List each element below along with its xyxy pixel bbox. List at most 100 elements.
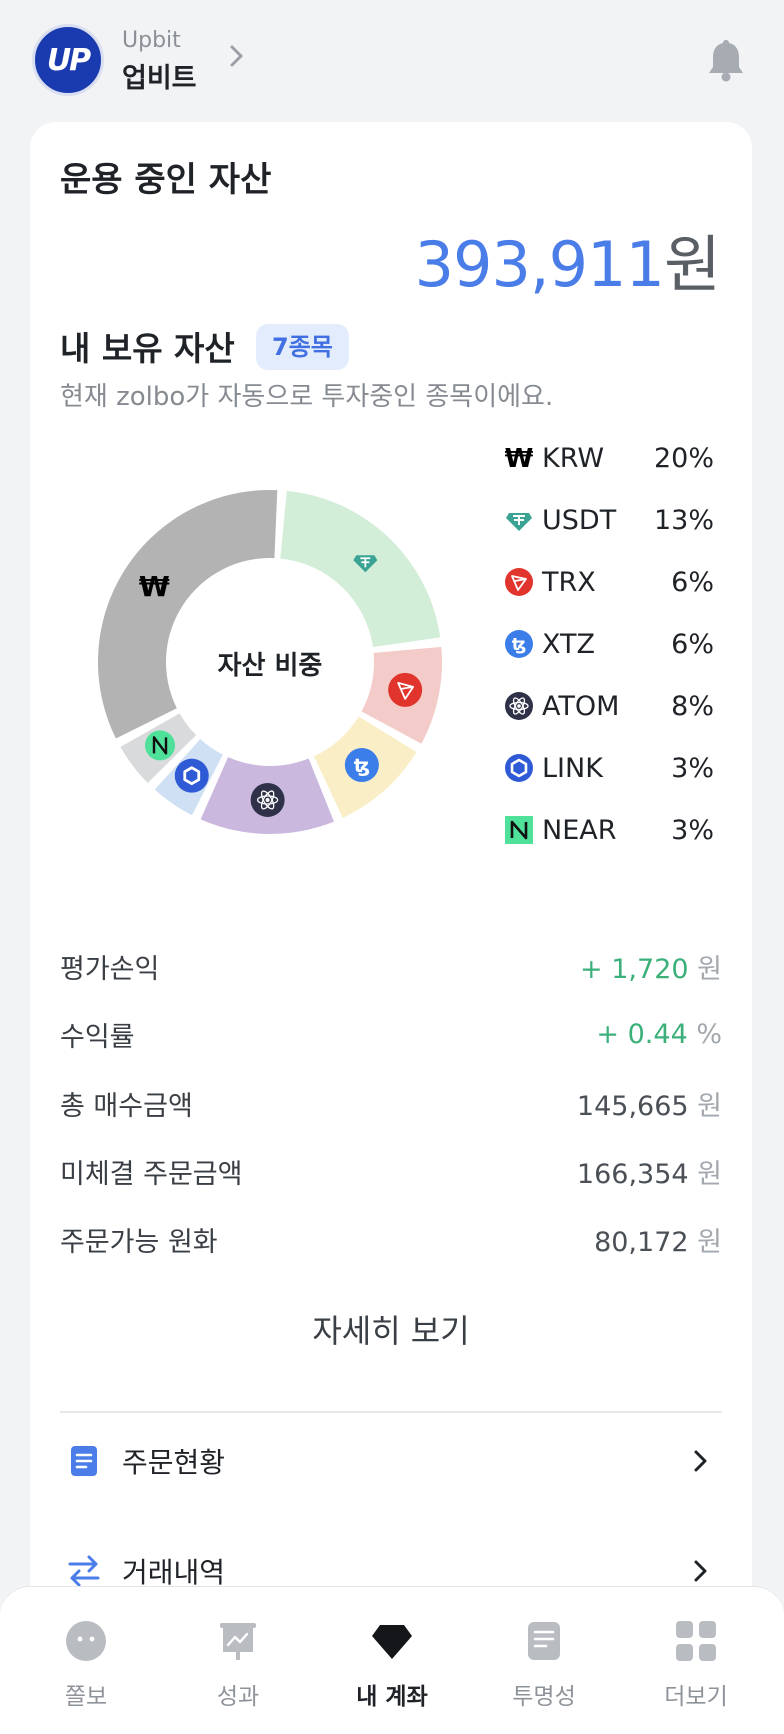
stat-value: 80,172 원 — [594, 1220, 722, 1259]
assets-card — [30, 122, 752, 1734]
tab-label: 성과 — [216, 1684, 260, 1710]
tab-label: 쫄보 — [64, 1684, 108, 1710]
svg-text:₩: ₩ — [505, 444, 534, 473]
document-icon — [71, 1446, 97, 1476]
top-header: UP Upbit 업비트 — [0, 0, 784, 122]
diamond-icon — [372, 1625, 412, 1659]
legend-label: LINK — [542, 752, 603, 784]
stat-value: 145,665 원 — [577, 1084, 722, 1123]
menu-label: 주문현황 — [122, 1446, 226, 1479]
bottom-tab-bar: 쫄보 성과 내 계좌 투명성 더보기 — [0, 1586, 784, 1734]
cosmos-icon — [250, 782, 285, 817]
legend-percent: 6% — [671, 628, 714, 660]
svg-text:ꜩ: ꜩ — [354, 755, 370, 777]
stat-label: 평가손익 — [60, 953, 160, 985]
tezos-icon: ꜩ — [505, 630, 533, 658]
transfer-arrows-icon — [68, 1555, 100, 1587]
stat-label: 미체결 주문금액 — [60, 1158, 243, 1190]
bell-icon[interactable] — [704, 36, 748, 84]
tezos-icon: ꜩ — [344, 747, 379, 782]
stat-number: 166,354 — [576, 1158, 689, 1190]
near-icon — [145, 730, 176, 761]
holdings-subtitle: 현재 zolbo가 자동으로 투자중인 종목이에요. — [60, 382, 554, 412]
stat-unit: 원 — [697, 1226, 722, 1258]
legend-item-xtz: ꜩ XTZ 6% — [504, 624, 714, 664]
legend-label: TRX — [542, 566, 596, 598]
stat-number: + 1,720 — [580, 953, 689, 985]
legend-percent: 8% — [671, 690, 714, 722]
tab-label: 투명성 — [512, 1684, 576, 1710]
donut-center-label: 자산 비중 — [218, 651, 323, 681]
stat-row-pending-orders: 미체결 주문금액 166,354 원 — [60, 1151, 722, 1191]
assets-title: 운용 중인 자산 — [60, 160, 272, 200]
stat-row-unrealized-pnl: 평가손익 + 1,720 원 — [60, 946, 722, 986]
tab-zolbo[interactable]: 쫄보 — [16, 1617, 156, 1727]
stat-label: 수익률 — [60, 1021, 135, 1053]
stat-value: 166,354 원 — [577, 1152, 722, 1191]
legend-percent: 3% — [671, 814, 714, 846]
stat-unit: 원 — [697, 953, 722, 985]
legend-item-link: LINK 3% — [504, 748, 714, 788]
stat-number: 80,172 — [594, 1226, 689, 1258]
tab-transparency[interactable]: 투명성 — [474, 1617, 614, 1727]
won-icon: ₩ — [139, 570, 170, 603]
legend-percent: 6% — [671, 566, 714, 598]
legend-label: KRW — [542, 442, 605, 474]
exchange-name-ko[interactable]: 업비트 — [122, 63, 197, 94]
stat-unit: 원 — [697, 1158, 722, 1190]
legend-label: USDT — [542, 504, 617, 536]
chevron-right-icon[interactable] — [224, 44, 248, 68]
grid-icon — [676, 1621, 716, 1661]
legend-label: XTZ — [542, 628, 596, 660]
legend-percent: 13% — [653, 504, 714, 536]
holdings-title: 내 보유 자산 — [60, 329, 235, 368]
total-asset-value: 393,911원 — [414, 214, 721, 304]
stat-label: 주문가능 원화 — [60, 1226, 218, 1258]
asset-allocation-donut-chart: ₩ ꜩ 자산 비중 — [97, 490, 442, 834]
legend-percent: 3% — [671, 752, 714, 784]
report-icon — [528, 1622, 560, 1660]
total-asset-number: 393,911 — [414, 228, 665, 301]
legend-item-trx: TRX 6% — [504, 562, 714, 602]
won-icon: ₩ — [505, 444, 534, 473]
section-divider — [60, 1411, 722, 1413]
chevron-right-icon — [694, 1560, 707, 1582]
stat-unit: % — [696, 1018, 722, 1050]
legend-label: NEAR — [542, 814, 617, 846]
stat-row-total-buy: 총 매수금액 145,665 원 — [60, 1083, 722, 1123]
donut-slice-krw — [97, 490, 278, 739]
stat-label: 총 매수금액 — [60, 1090, 193, 1122]
tab-my-account[interactable]: 내 계좌 — [322, 1617, 462, 1727]
holdings-count-badge: 7종목 — [256, 324, 349, 370]
tron-icon — [388, 672, 423, 707]
tab-more[interactable]: 더보기 — [626, 1617, 766, 1727]
menu-item-trade-history[interactable]: 거래내역 — [60, 1546, 722, 1596]
legend-item-usdt: USDT 13% — [504, 500, 714, 540]
menu-item-order-status[interactable]: 주문현황 — [60, 1436, 722, 1486]
chevron-right-icon — [694, 1450, 707, 1472]
chart-board-icon — [220, 1623, 256, 1660]
exchange-name-en[interactable]: Upbit — [122, 28, 181, 53]
svg-text:ꜩ: ꜩ — [512, 635, 527, 655]
tab-label: 더보기 — [664, 1684, 728, 1710]
upbit-logo[interactable]: UP — [32, 24, 104, 96]
legend-percent: 20% — [653, 442, 714, 474]
view-details-button[interactable]: 자세히 보기 — [312, 1312, 470, 1350]
tether-icon — [353, 555, 378, 573]
total-asset-unit: 원 — [663, 228, 721, 301]
stat-number: 145,665 — [576, 1090, 689, 1122]
legend-label: ATOM — [542, 690, 620, 722]
legend-item-atom: ATOM 8% — [504, 686, 714, 726]
cosmos-icon — [505, 692, 533, 720]
svg-text:₩: ₩ — [139, 570, 170, 603]
tab-performance[interactable]: 성과 — [168, 1617, 308, 1727]
stat-row-available-krw: 주문가능 원화 80,172 원 — [60, 1219, 722, 1259]
stat-value: + 1,720 원 — [580, 947, 722, 986]
donut-slice-usdt — [280, 490, 441, 648]
menu-label: 거래내역 — [122, 1556, 226, 1589]
legend-item-near: NEAR 3% — [504, 810, 714, 850]
near-icon — [505, 816, 533, 844]
legend-item-krw: ₩ KRW 20% — [504, 438, 714, 478]
stat-unit: 원 — [697, 1090, 722, 1122]
chainlink-icon — [505, 754, 533, 782]
